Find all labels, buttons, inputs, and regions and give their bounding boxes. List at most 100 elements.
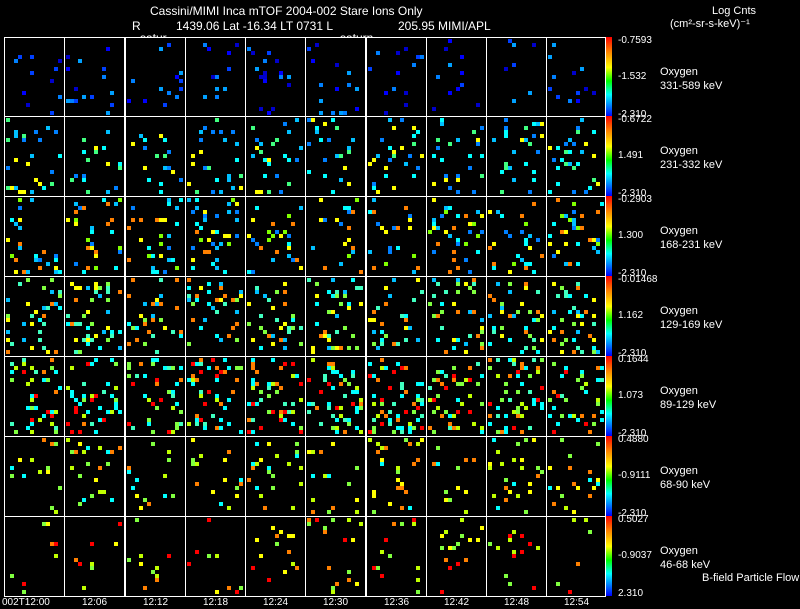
count-pixel — [82, 414, 86, 418]
count-pixel — [444, 178, 448, 182]
count-pixel — [351, 246, 355, 250]
count-pixel — [219, 502, 223, 506]
count-pixel — [524, 438, 528, 442]
count-pixel — [54, 390, 58, 394]
image-cell — [125, 436, 186, 517]
species-label: Oxygen — [660, 545, 698, 557]
time-tick-label: 12:48 — [504, 597, 530, 608]
count-pixel — [42, 378, 46, 382]
count-pixel — [508, 538, 512, 542]
count-pixel — [118, 162, 122, 166]
count-pixel — [600, 418, 604, 422]
image-cell — [426, 356, 487, 437]
count-pixel — [114, 362, 118, 366]
count-pixel — [219, 418, 223, 422]
count-pixel — [372, 430, 376, 434]
count-pixel — [307, 142, 311, 146]
count-pixel — [10, 254, 14, 258]
count-pixel — [135, 494, 139, 498]
image-cell — [64, 37, 125, 118]
count-pixel — [331, 278, 335, 282]
count-pixel — [30, 190, 34, 194]
count-pixel — [335, 218, 339, 222]
count-pixel — [331, 506, 335, 510]
count-pixel — [66, 218, 70, 222]
count-pixel — [263, 79, 267, 83]
count-pixel — [428, 426, 432, 430]
count-pixel — [6, 118, 10, 122]
count-pixel — [343, 290, 347, 294]
count-pixel — [568, 454, 572, 458]
count-pixel — [78, 430, 82, 434]
count-pixel — [42, 438, 46, 442]
count-pixel — [22, 270, 26, 274]
count-pixel — [106, 286, 110, 290]
count-pixel — [207, 518, 211, 522]
count-pixel — [42, 306, 46, 310]
count-pixel — [331, 310, 335, 314]
count-pixel — [396, 414, 400, 418]
count-pixel — [556, 166, 560, 170]
count-pixel — [163, 270, 167, 274]
count-pixel — [259, 426, 263, 430]
count-pixel — [572, 190, 576, 194]
count-pixel — [388, 502, 392, 506]
count-pixel — [114, 186, 118, 190]
count-pixel — [564, 162, 568, 166]
count-pixel — [311, 118, 315, 122]
count-pixel — [540, 402, 544, 406]
count-pixel — [520, 414, 524, 418]
count-pixel — [102, 390, 106, 394]
image-cell — [185, 276, 246, 357]
count-pixel — [528, 490, 532, 494]
image-cell — [486, 516, 547, 597]
count-pixel — [372, 182, 376, 186]
count-pixel — [331, 118, 335, 122]
count-pixel — [588, 430, 592, 434]
count-pixel — [78, 402, 82, 406]
count-pixel — [42, 370, 46, 374]
count-pixel — [315, 294, 319, 298]
count-pixel — [323, 158, 327, 162]
image-cell — [486, 276, 547, 357]
count-pixel — [175, 306, 179, 310]
count-pixel — [10, 574, 14, 578]
count-pixel — [388, 250, 392, 254]
count-pixel — [110, 103, 114, 107]
count-pixel — [576, 378, 580, 382]
count-pixel — [528, 246, 532, 250]
count-pixel — [576, 99, 580, 103]
count-pixel — [171, 170, 175, 174]
count-pixel — [440, 546, 444, 550]
count-pixel — [468, 394, 472, 398]
units-label: (cm²-sr-s-keV)⁻¹ — [670, 18, 750, 30]
count-pixel — [255, 538, 259, 542]
count-pixel — [536, 546, 540, 550]
count-pixel — [432, 154, 436, 158]
count-pixel — [504, 134, 508, 138]
colorbar-max-label: 0.5027 — [618, 514, 649, 525]
count-pixel — [143, 322, 147, 326]
count-pixel — [131, 206, 135, 210]
count-pixel — [94, 430, 98, 434]
count-pixel — [127, 466, 131, 470]
count-pixel — [259, 554, 263, 558]
count-pixel — [335, 582, 339, 586]
energy-label: 231-332 keV — [660, 159, 723, 171]
count-pixel — [319, 422, 323, 426]
count-pixel — [251, 418, 255, 422]
count-pixel — [456, 214, 460, 218]
count-pixel — [118, 522, 122, 526]
count-pixel — [472, 130, 476, 134]
count-pixel — [279, 326, 283, 330]
count-pixel — [279, 75, 283, 79]
count-pixel — [311, 350, 315, 354]
count-pixel — [444, 230, 448, 234]
count-pixel — [46, 470, 50, 474]
count-pixel — [508, 282, 512, 286]
count-pixel — [572, 226, 576, 230]
time-tick-label: 12:24 — [263, 597, 289, 608]
count-pixel — [384, 286, 388, 290]
count-pixel — [287, 75, 291, 79]
image-cell — [64, 116, 125, 197]
